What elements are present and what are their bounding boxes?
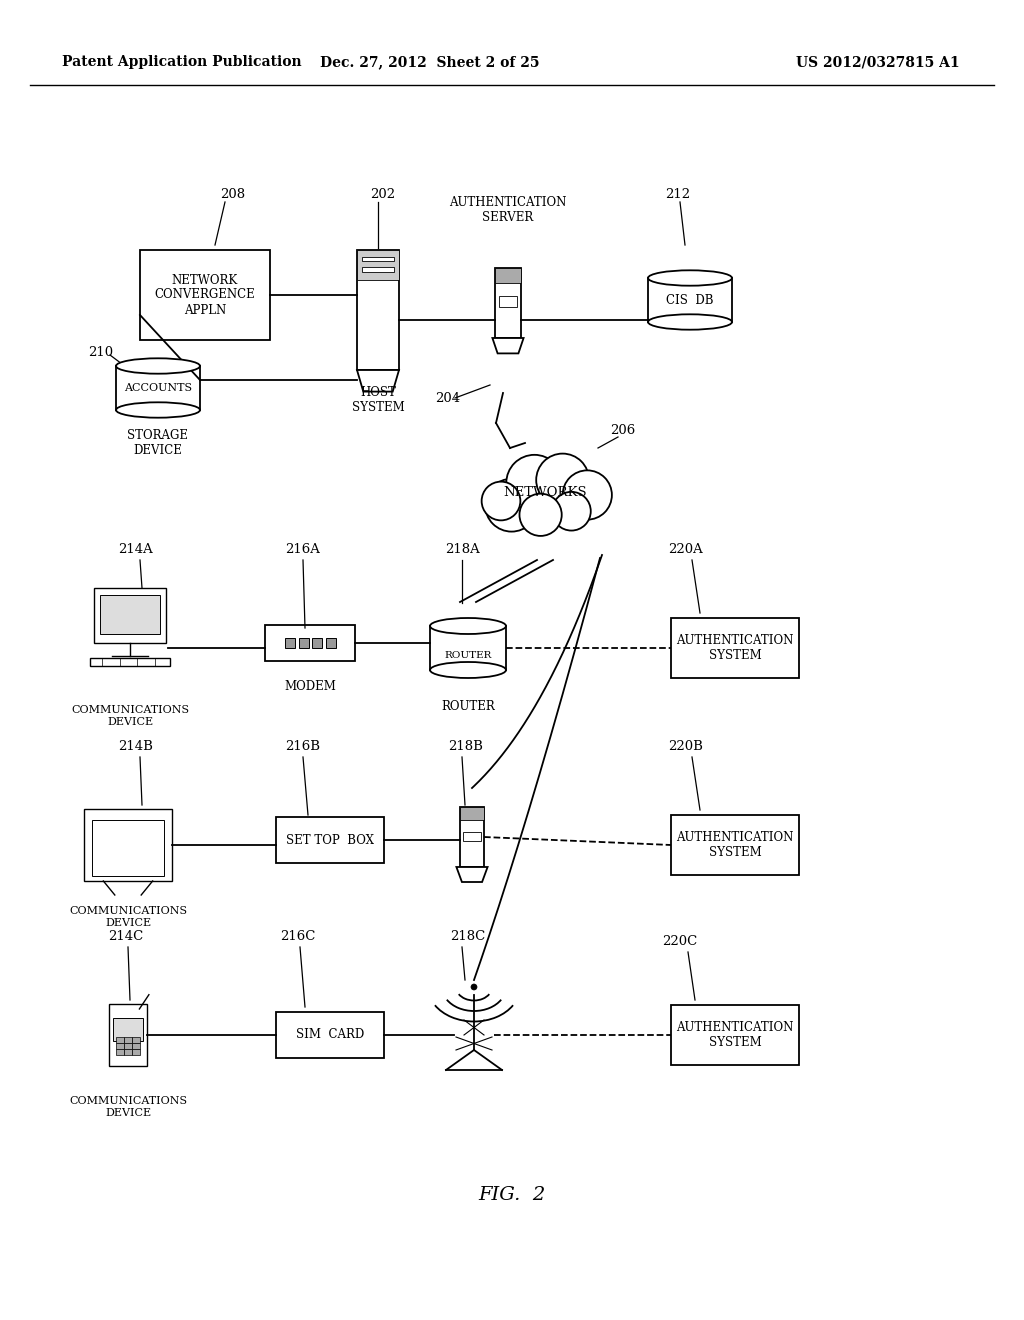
Text: 202: 202 (370, 189, 395, 202)
Text: 218B: 218B (449, 741, 483, 752)
Ellipse shape (430, 663, 506, 678)
Text: 216B: 216B (285, 741, 319, 752)
Text: Patent Application Publication: Patent Application Publication (62, 55, 302, 69)
Text: US 2012/0327815 A1: US 2012/0327815 A1 (797, 55, 961, 69)
Text: CIS  DB: CIS DB (667, 293, 714, 306)
FancyBboxPatch shape (124, 1038, 132, 1043)
FancyBboxPatch shape (124, 1049, 132, 1056)
Text: 218C: 218C (450, 931, 485, 942)
FancyBboxPatch shape (299, 638, 308, 648)
Text: NETWORK
CONVERGENCE
APPLN: NETWORK CONVERGENCE APPLN (155, 273, 255, 317)
Circle shape (552, 492, 591, 531)
Ellipse shape (648, 271, 732, 285)
Circle shape (519, 494, 562, 536)
Text: AUTHENTICATION
SYSTEM: AUTHENTICATION SYSTEM (676, 1020, 794, 1049)
FancyBboxPatch shape (460, 807, 484, 867)
Circle shape (537, 454, 589, 507)
Text: STORAGE
DEVICE: STORAGE DEVICE (128, 429, 188, 457)
FancyBboxPatch shape (326, 638, 336, 648)
FancyBboxPatch shape (495, 268, 521, 338)
FancyBboxPatch shape (84, 809, 172, 880)
Text: 214A: 214A (118, 543, 153, 556)
FancyBboxPatch shape (362, 267, 394, 272)
FancyBboxPatch shape (116, 1049, 124, 1056)
Text: AUTHENTICATION
SYSTEM: AUTHENTICATION SYSTEM (676, 634, 794, 663)
Circle shape (506, 455, 562, 511)
Text: FIG.  2: FIG. 2 (478, 1185, 546, 1204)
Text: COMMUNICATIONS
DEVICE: COMMUNICATIONS DEVICE (69, 1096, 187, 1118)
Text: 214C: 214C (108, 931, 143, 942)
Text: NETWORKS: NETWORKS (503, 487, 587, 499)
Circle shape (471, 983, 477, 990)
FancyBboxPatch shape (132, 1038, 140, 1043)
FancyBboxPatch shape (116, 1043, 124, 1049)
FancyBboxPatch shape (362, 256, 394, 261)
Text: 220C: 220C (662, 935, 697, 948)
Ellipse shape (430, 618, 506, 634)
FancyBboxPatch shape (357, 249, 399, 370)
Text: 216A: 216A (285, 543, 319, 556)
Text: Dec. 27, 2012  Sheet 2 of 25: Dec. 27, 2012 Sheet 2 of 25 (321, 55, 540, 69)
FancyBboxPatch shape (140, 249, 270, 341)
FancyBboxPatch shape (671, 814, 799, 875)
Text: 206: 206 (610, 424, 635, 437)
Text: ROUTER: ROUTER (441, 700, 495, 713)
Text: 220A: 220A (668, 543, 702, 556)
Text: 208: 208 (220, 189, 245, 202)
FancyBboxPatch shape (265, 624, 355, 661)
FancyBboxPatch shape (109, 1005, 147, 1067)
FancyBboxPatch shape (132, 1043, 140, 1049)
FancyBboxPatch shape (90, 657, 170, 665)
Ellipse shape (116, 358, 200, 374)
Text: MODEM: MODEM (284, 680, 336, 693)
Text: 214B: 214B (118, 741, 153, 752)
FancyBboxPatch shape (116, 1038, 124, 1043)
FancyBboxPatch shape (357, 249, 399, 280)
Polygon shape (493, 338, 523, 354)
Text: 218A: 218A (445, 543, 480, 556)
FancyBboxPatch shape (648, 279, 732, 322)
Circle shape (485, 479, 538, 532)
Text: 212: 212 (665, 189, 690, 202)
Ellipse shape (116, 403, 200, 417)
Polygon shape (357, 370, 399, 392)
FancyBboxPatch shape (499, 296, 517, 306)
Text: 216C: 216C (280, 931, 315, 942)
FancyBboxPatch shape (100, 594, 160, 634)
FancyBboxPatch shape (460, 807, 484, 820)
FancyBboxPatch shape (132, 1049, 140, 1056)
Text: 204: 204 (435, 392, 460, 404)
Text: ACCOUNTS: ACCOUNTS (124, 383, 193, 393)
Circle shape (481, 482, 520, 520)
FancyBboxPatch shape (276, 817, 384, 863)
Text: 210: 210 (88, 346, 113, 359)
FancyBboxPatch shape (114, 1018, 142, 1041)
FancyBboxPatch shape (671, 618, 799, 678)
Text: AUTHENTICATION
SERVER: AUTHENTICATION SERVER (450, 195, 566, 224)
FancyBboxPatch shape (495, 268, 521, 284)
Text: ROUTER: ROUTER (444, 652, 492, 660)
Ellipse shape (648, 314, 732, 330)
FancyBboxPatch shape (430, 626, 506, 671)
FancyBboxPatch shape (94, 587, 166, 643)
Text: SIM  CARD: SIM CARD (296, 1028, 365, 1041)
FancyBboxPatch shape (116, 366, 200, 411)
Text: AUTHENTICATION
SYSTEM: AUTHENTICATION SYSTEM (676, 832, 794, 859)
FancyBboxPatch shape (276, 1012, 384, 1059)
Text: SET TOP  BOX: SET TOP BOX (286, 833, 374, 846)
FancyBboxPatch shape (463, 832, 481, 841)
Circle shape (562, 470, 612, 520)
Text: COMMUNICATIONS
DEVICE: COMMUNICATIONS DEVICE (71, 705, 189, 727)
FancyBboxPatch shape (286, 638, 295, 648)
Text: 220B: 220B (668, 741, 702, 752)
Text: COMMUNICATIONS
DEVICE: COMMUNICATIONS DEVICE (69, 907, 187, 928)
FancyBboxPatch shape (92, 820, 164, 876)
Text: HOST
SYSTEM: HOST SYSTEM (351, 385, 404, 414)
FancyBboxPatch shape (124, 1043, 132, 1049)
Polygon shape (457, 867, 487, 882)
FancyBboxPatch shape (671, 1005, 799, 1065)
FancyBboxPatch shape (312, 638, 323, 648)
